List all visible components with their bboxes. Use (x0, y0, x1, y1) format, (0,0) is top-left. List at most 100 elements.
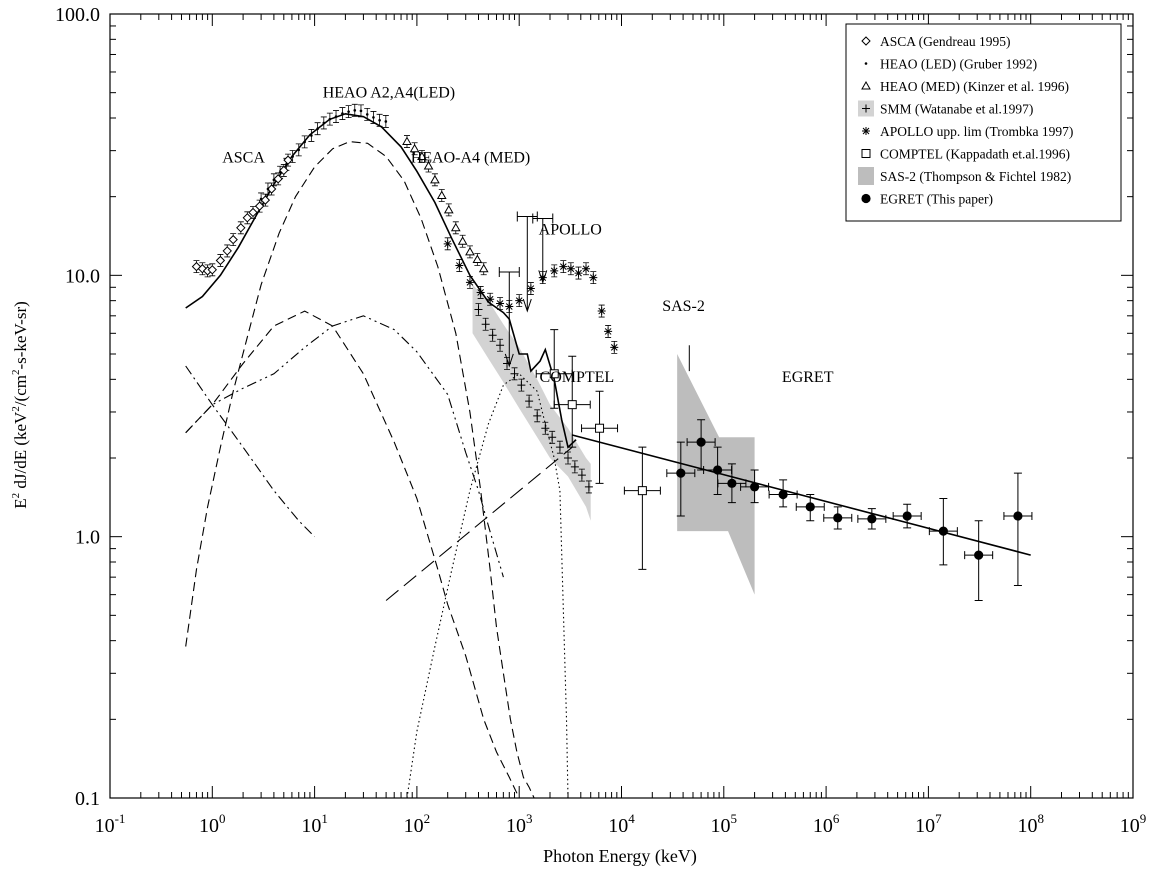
tick-labels: 10-1 100 101 102 103 104 105 106 107 108 109 0.1 1.0… (55, 4, 1146, 837)
heao-led-point (384, 120, 388, 123)
y-tick-label: 10.0 (65, 265, 100, 287)
heao-led-point (334, 115, 338, 118)
smm-point (564, 453, 573, 462)
apollo-point (862, 127, 870, 135)
heao-led-point (365, 113, 369, 116)
apollo-upper-limit (532, 213, 554, 284)
smm-point (577, 471, 586, 480)
apollo-point (505, 302, 514, 311)
model-line-dotted (406, 373, 569, 798)
comptel-point (861, 149, 871, 158)
model-line-dashed (185, 310, 520, 798)
heao-led-point (347, 110, 350, 113)
x-tick-label: 107 (915, 811, 942, 837)
heao-led-point (272, 178, 276, 182)
legend-label: HEAO (LED) (Gruber 1992) (880, 57, 1037, 72)
legend-sas2-swatch (858, 167, 874, 185)
asca-point (266, 184, 277, 194)
x-tick-label: 102 (404, 811, 431, 837)
smm-point (517, 381, 526, 390)
heao-med-point (450, 222, 461, 232)
egret-point (727, 478, 737, 488)
smm-band (472, 284, 591, 521)
apollo-point (443, 239, 452, 248)
annotation-label: COMPTEL (540, 369, 615, 386)
egret-point (833, 513, 843, 523)
x-tick-label: 101 (301, 811, 328, 837)
asca-point (215, 255, 226, 266)
annotation-label: EGRET (782, 369, 834, 386)
comptel-point (595, 423, 605, 433)
egret-point (749, 482, 760, 492)
comptel-point (637, 486, 647, 496)
apollo-point (465, 278, 474, 287)
asca-point (236, 223, 246, 233)
apollo-point (515, 296, 524, 305)
comptel-point (567, 400, 577, 410)
heao-med-point (402, 136, 412, 146)
heao-led-point (359, 109, 363, 113)
asca-point (207, 265, 218, 275)
legend-label: SMM (Watanabe et al.1997) (880, 102, 1033, 117)
x-tick-label: 105 (711, 811, 738, 837)
heao-med-point (861, 80, 871, 90)
heao-med-point (423, 161, 434, 170)
legend-box (845, 23, 1122, 222)
apollo-point (476, 288, 485, 297)
smm-point (533, 411, 542, 420)
egret-point (1013, 511, 1023, 521)
apollo-point (538, 273, 547, 282)
heao-led-point (328, 117, 332, 121)
comptel-point (549, 369, 559, 379)
legend-label: SAS-2 (Thompson & Fichtel 1982) (880, 169, 1071, 184)
x-tick-label: 104 (608, 811, 635, 837)
smm-point (481, 320, 490, 329)
heao-led-point (291, 155, 294, 158)
model-line-solid (571, 434, 1031, 556)
x-tick-label: 108 (1017, 811, 1044, 837)
apollo-upper-limit (516, 211, 538, 313)
y-tick-label: 0.1 (75, 788, 100, 810)
heao-med-point (472, 254, 483, 263)
heao-med-point (443, 204, 454, 214)
smm-point (541, 424, 550, 433)
legend-label: EGRET (This paper) (880, 192, 993, 207)
apollo-point (496, 299, 505, 308)
smm-point (862, 104, 870, 113)
heao-led-point (278, 170, 282, 174)
smm-point (584, 482, 593, 491)
egret-point (676, 468, 686, 478)
heao-med-point (478, 263, 489, 273)
tick-marks (109, 13, 1134, 799)
y-tick-label: 1.0 (75, 527, 100, 549)
heao-med-point (417, 151, 427, 160)
apollo-upper-limit (498, 266, 520, 368)
egret-point (778, 489, 788, 500)
model-line-longdash (385, 446, 573, 601)
sas2-region (677, 354, 755, 595)
heao-med-point (430, 174, 440, 184)
heao-led-point (864, 62, 868, 65)
x-axis-label: Photon Energy (keV) (543, 846, 697, 867)
apollo-point (566, 264, 575, 273)
error-bar (623, 446, 661, 570)
heao-led-point (297, 148, 301, 152)
heao-led-point (353, 109, 357, 112)
smm-point (503, 359, 512, 368)
egret-point (938, 526, 948, 536)
y-tick-label: 100.0 (55, 4, 100, 26)
smm-point (488, 331, 497, 340)
egret-point (713, 465, 723, 475)
heao-med-point (457, 236, 468, 245)
apollo-point (582, 264, 591, 273)
x-tick-label: 103 (506, 811, 533, 837)
heao-led-point (378, 118, 381, 122)
egret-point (696, 437, 706, 447)
data-markers (191, 109, 1023, 560)
heao-led-point (372, 116, 375, 119)
smm-point (548, 433, 557, 442)
heao-led-point (310, 134, 313, 137)
heao-led-point (259, 197, 263, 201)
x-tick-label: 100 (199, 811, 226, 837)
